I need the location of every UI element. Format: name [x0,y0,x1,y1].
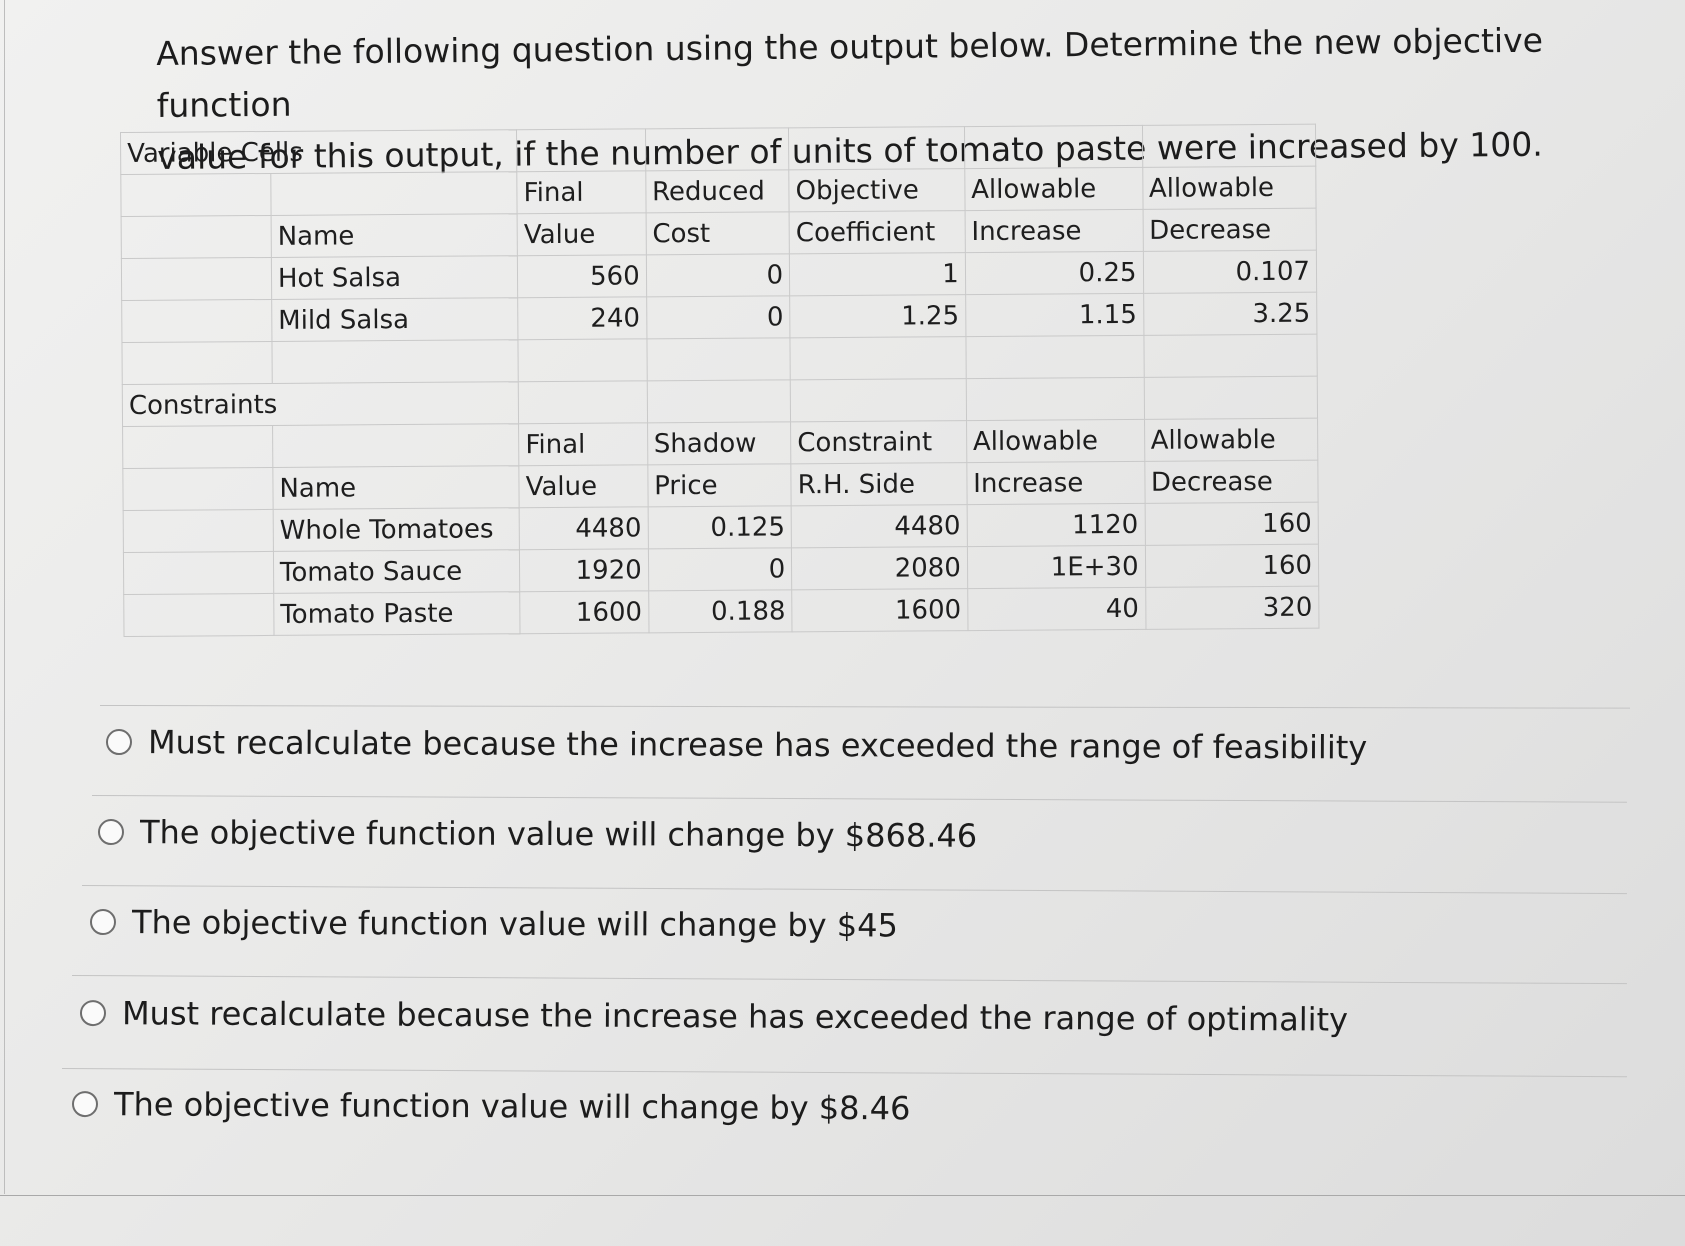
option-5[interactable]: The objective function value will change… [71,1085,911,1128]
option-1[interactable]: Must recalculate because the increase ha… [105,723,1368,767]
header-price: Price [647,463,792,507]
header-rh-side: R.H. Side [790,462,967,506]
final-value: 4480 [519,506,649,550]
header-decrease: Decrease [1144,460,1319,504]
shadow-price: 0 [648,547,792,591]
table-row: Tomato Paste 1600 0.188 1600 40 320 [123,586,1319,637]
radio-button[interactable] [79,1000,107,1027]
option-divider [81,885,1627,895]
header-final: Final [518,422,648,466]
reduced-cost: 0 [646,253,790,297]
header-cost: Cost [645,211,790,255]
constraints-title: Constraints [122,381,519,427]
header-decrease: Decrease [1142,208,1317,252]
row-name: Tomato Paste [273,591,521,636]
option-2[interactable]: The objective function value will change… [97,813,978,855]
final-value: 1600 [519,590,649,634]
shadow-price: 0.188 [648,589,793,633]
row-name: Mild Salsa [271,297,519,342]
option-label: The objective function value will change… [131,903,898,945]
option-divider [91,795,1627,803]
rh-side: 4480 [791,504,968,548]
question-line-1: Answer the following question using the … [156,20,1544,125]
header-constraint: Constraint [790,420,967,464]
radio-button[interactable] [89,909,117,936]
allowable-decrease: 160 [1144,544,1319,588]
header-name: Name [272,465,520,510]
radio-button[interactable] [97,819,125,846]
sensitivity-table: Variable Cells Final Reduced Objective A… [120,124,1319,637]
reduced-cost: 0 [646,295,791,339]
header-final: Final [516,170,646,214]
header-reduced: Reduced [645,169,790,213]
allowable-decrease: 320 [1145,586,1319,630]
radio-button[interactable] [105,729,133,756]
allowable-decrease: 0.107 [1142,250,1317,294]
header-increase: Increase [966,461,1145,505]
radio-button[interactable] [71,1091,99,1118]
option-4[interactable]: Must recalculate because the increase ha… [79,994,1349,1039]
page-left-edge [4,0,5,1194]
allowable-increase: 1.15 [965,293,1144,337]
final-value: 560 [517,254,647,298]
header-allowable-inc: Allowable [964,167,1143,211]
row-name: Whole Tomatoes [273,507,520,552]
allowable-increase: 40 [967,587,1146,631]
header-objective: Objective [788,168,965,212]
objective-coefficient: 1.25 [789,294,966,338]
option-label: The objective function value will change… [113,1085,911,1128]
header-value: Value [519,464,648,508]
shadow-price: 0.125 [647,505,792,549]
final-value: 240 [517,296,647,340]
header-increase: Increase [964,209,1143,253]
option-divider [99,705,1630,709]
option-label: Must recalculate because the increase ha… [121,994,1349,1039]
rh-side: 1600 [791,588,968,632]
allowable-decrease: 160 [1144,502,1319,546]
header-allowable-inc: Allowable [966,419,1145,463]
header-value: Value [517,212,647,256]
row-name: Hot Salsa [271,255,518,300]
option-3[interactable]: The objective function value will change… [89,903,898,945]
objective-coefficient: 1 [789,252,966,296]
row-name: Tomato Sauce [273,549,520,594]
final-value: 1920 [519,548,649,592]
option-label: Must recalculate because the increase ha… [147,723,1368,767]
allowable-decrease: 3.25 [1143,292,1317,336]
allowable-increase: 1120 [966,503,1145,547]
header-allowable-dec: Allowable [1144,418,1318,462]
allowable-increase: 1E+30 [967,545,1146,589]
variable-cells-title: Variable Cells [120,129,517,175]
allowable-increase: 0.25 [965,251,1144,295]
option-label: The objective function value will change… [139,813,978,855]
page-bottom-edge [0,1195,1685,1196]
rh-side: 2080 [791,546,968,590]
sensitivity-report-table: Variable Cells Final Reduced Objective A… [120,124,1319,637]
option-divider [61,1068,1627,1078]
header-name: Name [270,213,518,258]
header-coefficient: Coefficient [789,210,966,254]
header-allowable-dec: Allowable [1142,166,1317,210]
option-divider [71,975,1627,985]
header-shadow: Shadow [647,421,791,465]
